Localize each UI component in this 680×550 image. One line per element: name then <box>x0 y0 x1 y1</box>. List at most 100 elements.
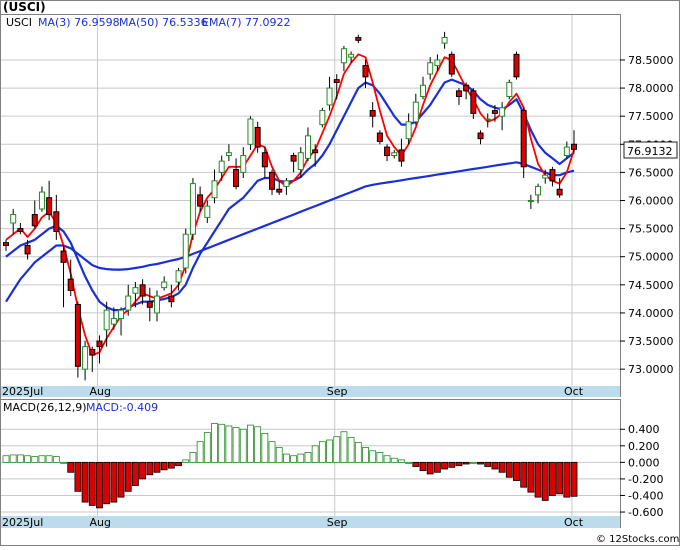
price-x-label: Oct <box>564 385 584 398</box>
candle-body-down <box>197 194 204 207</box>
candle-body-down <box>74 303 81 367</box>
candle <box>463 82 470 100</box>
ema7-path <box>5 78 575 312</box>
candle <box>3 239 9 252</box>
macd-bar-positive <box>398 459 405 463</box>
candle <box>233 158 240 190</box>
candle <box>427 57 434 80</box>
candle-body-down <box>53 211 60 232</box>
candle-body-down <box>67 278 74 291</box>
macd-bar-negative <box>505 461 513 478</box>
macd-x-axis: 2025Jul Aug Sep Oct <box>1 516 620 529</box>
price-legend: USCI MA(3) 76.9598 MA(50) 76.5336 EMA(7)… <box>6 16 291 29</box>
macd-bar-negative <box>175 461 182 467</box>
candle-body-down <box>3 242 9 246</box>
candle-body-down <box>470 90 477 114</box>
ma3-path <box>5 53 575 356</box>
macd-bar-positive <box>311 445 319 463</box>
macd-bar-positive <box>290 455 297 463</box>
macd-bar-positive <box>239 428 247 463</box>
candle <box>10 208 17 235</box>
candle-body-up <box>348 53 355 58</box>
candle-body-down <box>139 284 146 297</box>
macd-bar-positive <box>218 423 226 463</box>
candle <box>384 144 391 162</box>
candle <box>168 284 175 308</box>
macd-bar-positive <box>247 424 254 463</box>
price-x-grid <box>96 15 573 386</box>
candle <box>67 259 74 297</box>
macd-bar-negative <box>117 461 125 498</box>
candle-body-up <box>38 191 45 210</box>
macd-tick-label: 0.400 <box>628 423 660 436</box>
ma50-path <box>5 161 575 303</box>
macd-bar-positive <box>189 452 197 463</box>
watermark: © 12Stocks.com <box>596 534 679 545</box>
macd-bar-negative <box>67 461 75 473</box>
price-tick-label: 74.5000 <box>628 279 674 292</box>
candle <box>60 245 67 308</box>
ema7-line <box>5 78 575 312</box>
macd-bar-positive <box>362 447 369 463</box>
price-panel: 73.0000 73.5000 74.0000 74.5000 75.0000 75.50… <box>0 14 678 397</box>
candle <box>441 31 448 49</box>
candle <box>455 88 462 105</box>
candle-body-down <box>269 171 276 190</box>
candle <box>297 147 304 179</box>
candle-body-down <box>146 301 153 308</box>
candle-body-up <box>189 183 196 235</box>
candle <box>477 130 484 145</box>
candle <box>118 307 125 336</box>
candle <box>556 178 563 198</box>
macd-x-label: Sep <box>327 516 348 529</box>
candle-body-down <box>398 149 405 162</box>
candle-body-up <box>340 48 347 64</box>
price-x-labels: 2025Jul Aug Sep Oct <box>2 385 584 398</box>
candle <box>46 180 53 221</box>
macd-bar-positive <box>369 450 377 463</box>
macd-y-axis: 0.400 0.200 0.000 -0.200 -0.400 -0.600 <box>620 423 663 519</box>
candle <box>405 113 412 145</box>
macd-bar-positive <box>376 452 384 463</box>
macd-bar-negative <box>549 461 556 496</box>
macd-bar-negative <box>448 461 456 468</box>
candle <box>434 54 441 72</box>
macd-bar-positive <box>196 441 204 463</box>
last-price-tag: 76.9132 <box>623 141 678 159</box>
price-tick-label: 75.5000 <box>628 223 674 236</box>
candle <box>484 113 491 128</box>
macd-bar-negative <box>541 461 549 501</box>
candle <box>304 127 311 162</box>
candle-body-down <box>455 90 462 98</box>
candle-body-up <box>484 118 491 121</box>
candle-body-up <box>441 36 448 44</box>
candle <box>240 147 247 179</box>
candle-body-down <box>333 79 340 83</box>
macd-bar-negative <box>146 461 154 476</box>
macd-bar-positive <box>182 459 190 463</box>
candle <box>161 276 168 291</box>
candle-body-up <box>304 135 311 159</box>
candle <box>276 180 283 195</box>
candle-body-down <box>376 132 383 142</box>
candle <box>96 335 103 364</box>
macd-bar-negative <box>455 461 463 467</box>
macd-bar-positive <box>390 457 398 463</box>
candle-body-down <box>17 228 24 232</box>
candle <box>182 228 189 274</box>
candle-body-down <box>513 53 520 78</box>
macd-x-labels: 2025Jul Aug Sep Oct <box>2 516 584 529</box>
candle-body-down <box>448 53 455 75</box>
candle <box>254 121 261 153</box>
candle-body-down <box>89 348 96 356</box>
macd-bar-negative <box>441 461 448 470</box>
macd-bar-positive <box>45 455 53 463</box>
candle <box>571 130 577 153</box>
candle-body-up <box>326 87 333 106</box>
candle-body-down <box>24 244 31 255</box>
macd-bar-negative <box>426 461 434 475</box>
macd-bar-positive <box>16 454 24 463</box>
macd-tick-label: -0.200 <box>628 473 663 486</box>
macd-bar-positive <box>232 427 240 463</box>
candle-body-down <box>60 250 67 263</box>
